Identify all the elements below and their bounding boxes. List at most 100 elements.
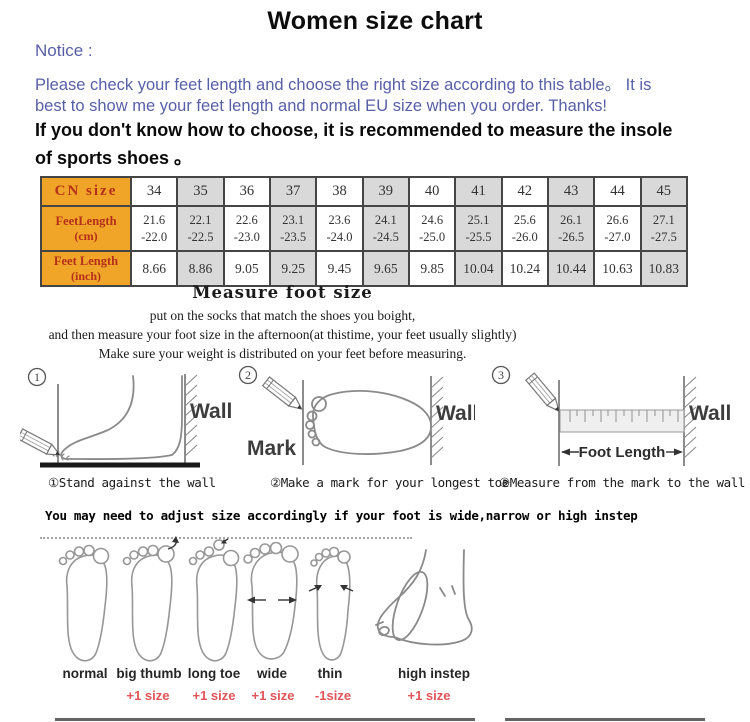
header-text: (inch) <box>71 268 101 283</box>
table-row-cm: FeetLength (cm) 21.6 -22.0 22.1 -22.5 22.6… <box>40 205 689 252</box>
inch-cell: 9.45 <box>315 250 364 287</box>
step3-caption: ③Measure from the mark to the wall <box>499 475 745 490</box>
cm-cell: 22.1 -22.5 <box>176 205 225 252</box>
foot-type-label: long toe <box>187 666 241 681</box>
inch-cell: 10.83 <box>639 250 689 287</box>
inch-cell: 10.04 <box>454 250 503 287</box>
header-feet-length-inch: Feet Length (inch) <box>40 250 132 287</box>
svg-text:2: 2 <box>245 368 251 382</box>
inch-cell: 9.05 <box>222 250 271 287</box>
step2-diagram: 2 Wall Mark <box>238 365 475 465</box>
instep-girth-loop <box>391 570 429 642</box>
wall-hatch <box>184 374 198 463</box>
cm-cell: 25.6 -26.0 <box>500 205 549 252</box>
wall-label: Wall <box>190 400 232 423</box>
size-cell: 44 <box>593 176 642 207</box>
size-cell: 37 <box>268 176 318 207</box>
measure-line-2: and then measure your foot size in the a… <box>48 327 517 342</box>
size-cell: 35 <box>176 176 225 207</box>
step-number-icon: 3 <box>491 365 511 385</box>
inch-cell: 9.65 <box>361 250 410 287</box>
cm-cell: 22.6 -23.0 <box>222 205 271 252</box>
cm-cell: 27.1 -27.5 <box>639 205 689 252</box>
pencil-icon <box>20 428 62 456</box>
wall-label: Wall <box>689 402 731 425</box>
page-title: Women size chart <box>267 7 483 35</box>
header-text: FeetLength <box>55 213 117 228</box>
recommendation-line-1: If you don't know how to choose, it is r… <box>35 120 673 140</box>
svg-text:1: 1 <box>34 370 40 384</box>
notice-label: Notice : <box>35 41 93 60</box>
foot-top-illustration <box>305 390 432 455</box>
cm-cell: 24.6 -25.0 <box>407 205 457 252</box>
foot-side-illustration <box>51 375 183 461</box>
table-row-sizes: CN size 34 35 36 37 38 39 40 41 42 43 44… <box>40 176 689 207</box>
wide-arrows <box>247 596 297 604</box>
measure-instructions: Measure foot size put on the socks that … <box>0 283 565 363</box>
step-number-icon: 1 <box>27 367 47 387</box>
wall-label: Wall <box>436 402 475 425</box>
size-adjustment: -1size <box>314 688 352 703</box>
size-adjustment: +1 size <box>192 688 236 703</box>
inch-cell: 9.85 <box>407 250 457 287</box>
foot-thin-illustration <box>308 546 354 661</box>
foot-big-thumb-illustration <box>122 536 179 662</box>
foot-type-label: high instep <box>398 666 470 681</box>
size-cell: 43 <box>546 176 596 207</box>
size-cell: 40 <box>407 176 457 207</box>
step1-caption: ①Stand against the wall <box>48 475 216 490</box>
foot-length-label: Foot Length <box>579 444 666 461</box>
mark-label: Mark <box>247 437 296 460</box>
size-cell: 45 <box>639 176 689 207</box>
svg-text:3: 3 <box>498 368 504 382</box>
table-row-inch: Feet Length (inch) 8.66 8.86 9.05 9.25 9… <box>40 250 689 287</box>
size-cell: 42 <box>500 176 549 207</box>
step3-diagram: 3 Wall <box>491 365 731 466</box>
size-cell: 39 <box>361 176 410 207</box>
ruler-illustration <box>559 409 685 433</box>
cm-cell: 26.6 -27.0 <box>593 205 642 252</box>
inch-cell: 9.25 <box>268 250 318 287</box>
foot-type-label: wide <box>256 666 288 681</box>
foot-type-label: thin <box>317 666 343 681</box>
pencil-icon <box>261 376 303 410</box>
step1-diagram: 1 Wall <box>20 367 232 468</box>
step-number-icon: 2 <box>238 365 258 385</box>
pencil-icon <box>524 372 560 413</box>
adjust-heading: You may need to adjust size accordingly … <box>45 508 638 523</box>
cm-cell: 23.6 -24.0 <box>315 205 364 252</box>
header-feet-length-cm: FeetLength (cm) <box>40 205 132 252</box>
measure-line-1: put on the socks that match the shoes yo… <box>149 308 416 323</box>
big-thumb-arrow <box>167 536 179 550</box>
foot-type-label: big thumb <box>116 666 182 681</box>
long-toe-arrow <box>221 538 229 544</box>
size-cell: 38 <box>315 176 364 207</box>
cm-cell: 24.1 -24.5 <box>361 205 410 252</box>
inch-cell: 8.66 <box>129 250 179 287</box>
foot-length-dimension: Foot Length <box>561 444 683 461</box>
recommendation-line-2: of sports shoes 。 <box>35 148 193 168</box>
cm-cell: 25.1 -25.5 <box>454 205 503 252</box>
cropped-text-remnant <box>505 718 705 721</box>
step2-caption: ②Make a mark for your longest toe <box>270 475 509 490</box>
size-cell: 34 <box>129 176 179 207</box>
size-adjustment: +1 size <box>126 688 170 703</box>
size-cell: 41 <box>454 176 503 207</box>
measure-title: Measure foot size <box>192 283 373 302</box>
notice-line-1: Please check your feet length and choose… <box>35 76 652 94</box>
size-conversion-table: CN size 34 35 36 37 38 39 40 41 42 43 44… <box>40 176 689 287</box>
cm-cell: 23.1 -23.5 <box>268 205 318 252</box>
header-text: (cm) <box>74 228 98 243</box>
size-adjustment: +1 size <box>251 688 295 703</box>
cropped-text-remnant <box>55 718 475 721</box>
size-adjustment: +1 size <box>407 688 451 703</box>
measure-line-3: Make sure your weight is distributed on … <box>98 346 467 361</box>
foot-type-label: normal <box>62 666 108 681</box>
inch-cell: 10.24 <box>500 250 549 287</box>
inch-cell: 8.86 <box>176 250 225 287</box>
header-cn-size: CN size <box>40 176 132 207</box>
header-text: Feet Length <box>53 253 119 268</box>
notice-line-2: best to show me your feet length and nor… <box>35 97 608 115</box>
foot-high-instep-illustration <box>375 549 473 646</box>
dotted-baseline <box>40 537 412 539</box>
